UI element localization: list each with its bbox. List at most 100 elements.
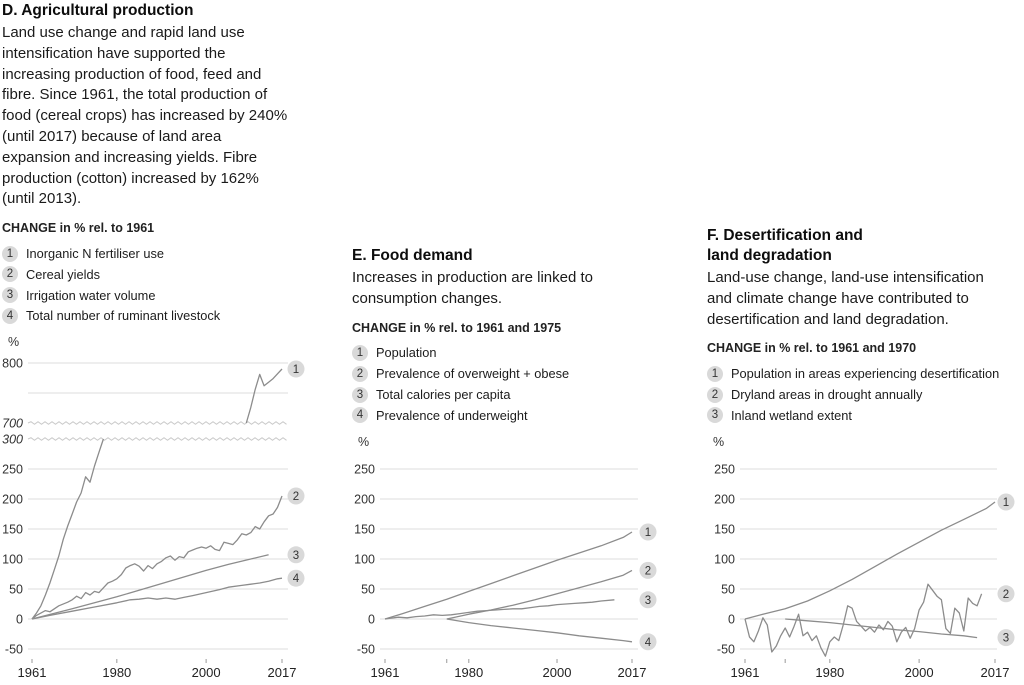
panel-food-demand: E. Food demand Increases in production a… (352, 246, 674, 426)
legend-label: Inland wetland extent (731, 407, 852, 423)
legend-number-badge: 1 (352, 344, 368, 361)
chart-desertification-degradation: -50 0 50 100 150 200 250% 1961 1980 2000 2017 1 2 3 (713, 435, 1015, 680)
legend-item: 2 Dryland areas in drought annually (707, 384, 1024, 405)
panel-e-legend: 1 Population 2 Prevalence of overweight + o… (352, 343, 674, 426)
legend-label: Prevalence of underweight (376, 407, 528, 423)
legend-item: 4 Total number of ruminant livestock (2, 306, 332, 327)
chart-agricultural-production: -50 0 50 100 150 200 250 800 300 700% 1961 1980 2000… (2, 335, 305, 680)
x-tick-label: 2017 (981, 665, 1010, 680)
x-tick-label: 2000 (192, 665, 221, 680)
y-tick-label: 800 (2, 357, 23, 371)
x-tick-label: 1980 (815, 665, 844, 680)
series-number-badge (639, 523, 657, 541)
legend-number-badge: 2 (352, 365, 368, 382)
axis-break-label: 700 (2, 417, 23, 431)
panel-f-title: F. Desertification and land degradation (707, 227, 863, 264)
panel-e-description: Increases in production are linked to co… (352, 269, 593, 307)
legend-item: 3 Total calories per capita (352, 384, 674, 405)
series-number: 1 (293, 364, 299, 376)
y-tick-label: 250 (2, 463, 23, 477)
x-tick-label: 1961 (731, 665, 760, 680)
series-number-badge (287, 546, 305, 564)
series-number-badge (997, 493, 1015, 511)
panel-f-description: Land-use change, land-use intensificatio… (707, 269, 984, 328)
legend-number-badge: 3 (2, 287, 18, 304)
panel-e-change-label: CHANGE in % rel. to 1961 and 1975 (352, 320, 562, 335)
y-axis-unit-label: % (358, 435, 369, 449)
y-tick-label: 0 (16, 613, 23, 627)
series-number-badge (639, 561, 657, 579)
panel-f-legend: 1 Population in areas experiencing desert… (707, 363, 1024, 425)
legend-number-badge: 2 (2, 266, 18, 283)
series-number: 4 (293, 573, 300, 585)
y-tick-label: 0 (728, 613, 735, 627)
series-line-4 (31, 577, 283, 620)
legend-label: Population (376, 345, 437, 361)
x-tick-label: 1980 (102, 665, 131, 680)
y-tick-label: 100 (2, 553, 23, 567)
panel-e-title: E. Food demand (352, 247, 473, 264)
y-tick-label: 200 (354, 493, 375, 507)
series-line-3 (785, 618, 978, 639)
y-tick-label: 50 (361, 583, 375, 597)
series-line-1 (245, 368, 283, 424)
legend-label: Cereal yields (26, 266, 100, 282)
panel-desertification-degradation: F. Desertification and land degradation … (707, 226, 1024, 426)
series-number: 1 (1003, 497, 1009, 509)
legend-number-badge: 1 (2, 245, 18, 262)
y-tick-label: 200 (2, 493, 23, 507)
series-line-1 (744, 501, 996, 620)
series-line-1 (31, 438, 105, 620)
series-number: 3 (1003, 633, 1009, 645)
x-tick-label: 1961 (371, 665, 400, 680)
legend-item: 3 Irrigation water volume (2, 285, 332, 306)
series-number: 2 (293, 491, 299, 503)
y-tick-label: 250 (354, 463, 375, 477)
axis-break-wave (27, 421, 287, 425)
panel-agricultural-production: D. Agricultural production Land use chan… (2, 1, 332, 326)
panel-d-change-label: CHANGE in % rel. to 1961 (2, 221, 155, 236)
y-tick-label: 100 (714, 553, 735, 567)
x-tick-label: 1980 (454, 665, 483, 680)
legend-item: 1 Population in areas experiencing desert… (707, 363, 1024, 384)
y-tick-label: -50 (5, 643, 23, 657)
series-line-2 (744, 583, 983, 657)
legend-label: Total calories per capita (376, 387, 511, 403)
legend-label: Dryland areas in drought annually (731, 387, 923, 403)
legend-item: 1 Population (352, 343, 674, 364)
series-number: 3 (293, 550, 299, 562)
y-tick-label: 150 (2, 523, 23, 537)
series-line-2 (31, 495, 283, 620)
y-tick-label: 50 (721, 583, 735, 597)
series-line-3 (31, 554, 269, 620)
y-tick-label: 150 (714, 523, 735, 537)
legend-item: 2 Cereal yields (2, 264, 332, 285)
panel-d-title: D. Agricultural production (2, 2, 194, 19)
series-number: 2 (1003, 589, 1009, 601)
series-number-badge (287, 569, 305, 587)
y-tick-label: 200 (714, 493, 735, 507)
y-tick-label: 0 (368, 613, 375, 627)
legend-label: Prevalence of overweight + obese (376, 366, 570, 382)
series-number: 1 (645, 527, 651, 539)
series-number-badge (639, 633, 657, 651)
legend-item: 1 Inorganic N fertiliser use (2, 243, 332, 264)
legend-number-badge: 3 (352, 386, 368, 403)
series-line-2 (446, 569, 633, 620)
y-tick-label: 150 (354, 523, 375, 537)
legend-item: 4 Prevalence of underweight (352, 405, 674, 426)
x-tick-label: 2017 (618, 665, 647, 680)
legend-label: Irrigation water volume (26, 287, 156, 303)
series-number: 4 (645, 637, 652, 649)
legend-item: 3 Inland wetland extent (707, 405, 1024, 426)
legend-number-badge: 4 (352, 407, 368, 424)
legend-number-badge: 4 (2, 307, 18, 324)
x-tick-label: 2000 (543, 665, 572, 680)
y-axis-unit-label: % (713, 435, 724, 449)
legend-item: 2 Prevalence of overweight + obese (352, 363, 674, 384)
x-tick-label: 1961 (18, 665, 47, 680)
x-tick-label: 2000 (905, 665, 934, 680)
legend-label: Total number of ruminant livestock (26, 308, 221, 324)
series-number-badge (997, 585, 1015, 603)
